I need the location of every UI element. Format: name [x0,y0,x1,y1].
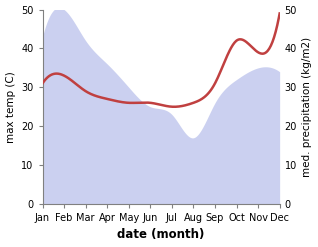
X-axis label: date (month): date (month) [117,228,205,242]
Y-axis label: med. precipitation (kg/m2): med. precipitation (kg/m2) [302,37,313,177]
Y-axis label: max temp (C): max temp (C) [5,71,16,143]
